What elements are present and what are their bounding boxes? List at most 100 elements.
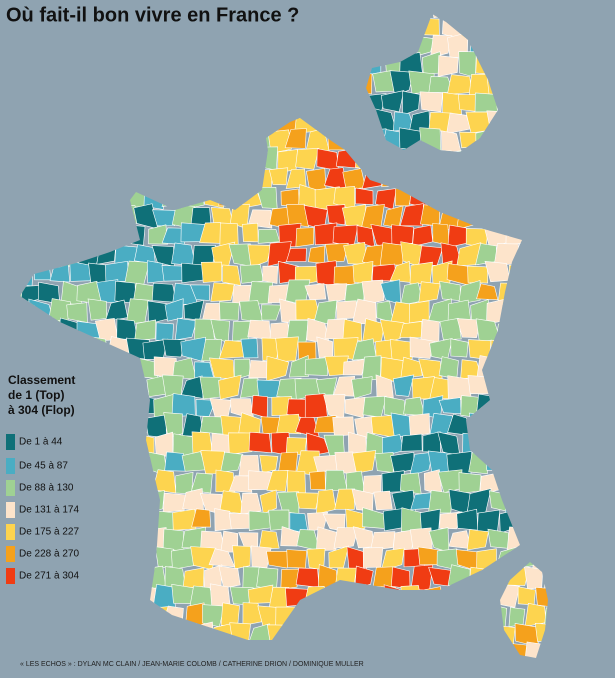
department xyxy=(20,146,35,171)
department xyxy=(114,165,135,191)
department xyxy=(534,398,548,416)
department xyxy=(371,33,394,59)
department xyxy=(546,150,548,170)
department xyxy=(20,168,42,191)
department xyxy=(59,625,80,647)
department xyxy=(389,70,414,97)
department xyxy=(218,565,241,589)
department xyxy=(542,14,548,21)
department xyxy=(48,604,72,629)
department xyxy=(259,489,277,515)
department xyxy=(0,190,15,208)
department xyxy=(536,51,548,76)
department xyxy=(182,642,207,658)
department xyxy=(400,433,423,452)
department xyxy=(458,472,482,494)
department xyxy=(412,224,434,247)
department xyxy=(534,622,548,642)
department xyxy=(408,149,433,171)
department xyxy=(97,203,120,230)
department xyxy=(182,71,204,97)
department xyxy=(134,244,156,265)
department xyxy=(317,564,338,590)
department xyxy=(0,109,16,132)
department xyxy=(467,375,490,394)
department xyxy=(551,243,574,266)
department xyxy=(506,526,529,553)
department xyxy=(361,14,385,37)
department xyxy=(303,54,329,77)
department xyxy=(335,148,358,169)
department xyxy=(87,189,106,210)
department xyxy=(213,89,232,114)
department xyxy=(583,492,604,512)
department xyxy=(248,431,272,454)
department xyxy=(523,375,547,399)
department xyxy=(170,53,198,73)
department xyxy=(561,491,584,513)
department xyxy=(95,90,120,112)
department xyxy=(123,224,146,246)
department xyxy=(571,400,594,420)
department xyxy=(571,281,592,301)
department xyxy=(448,602,471,627)
department xyxy=(535,587,548,608)
department xyxy=(334,567,357,590)
department xyxy=(238,412,261,435)
department xyxy=(20,205,43,225)
department xyxy=(20,301,36,325)
department xyxy=(323,15,349,34)
department xyxy=(612,585,615,606)
department xyxy=(261,304,282,321)
department xyxy=(494,51,520,75)
department xyxy=(402,90,421,116)
department xyxy=(601,147,615,170)
department xyxy=(48,415,74,438)
department xyxy=(333,14,359,21)
department xyxy=(361,165,382,190)
department xyxy=(240,492,262,515)
department xyxy=(116,318,138,340)
department xyxy=(441,166,463,190)
department xyxy=(532,661,554,678)
department xyxy=(446,74,472,95)
department xyxy=(152,623,175,647)
department xyxy=(365,589,384,608)
department xyxy=(493,243,520,266)
department xyxy=(181,262,205,284)
department xyxy=(524,641,548,658)
department xyxy=(531,545,548,571)
department xyxy=(266,550,292,569)
department xyxy=(601,340,615,361)
department xyxy=(171,132,198,152)
legend-label: De 271 à 304 xyxy=(19,571,79,582)
department xyxy=(592,54,613,73)
department xyxy=(173,623,198,647)
department xyxy=(531,130,548,151)
department xyxy=(343,625,362,645)
department xyxy=(361,626,386,643)
department xyxy=(484,453,511,471)
department xyxy=(315,489,337,515)
department xyxy=(218,339,245,359)
department xyxy=(280,526,302,547)
department xyxy=(522,452,548,474)
department xyxy=(563,642,580,663)
department xyxy=(209,131,232,151)
department xyxy=(457,171,482,192)
department xyxy=(494,14,516,35)
department xyxy=(468,452,489,475)
department xyxy=(468,73,491,96)
legend-label: De 175 à 227 xyxy=(19,527,79,538)
department xyxy=(332,34,359,59)
department xyxy=(50,146,73,169)
department xyxy=(59,588,83,610)
department xyxy=(506,299,525,322)
department xyxy=(190,52,216,75)
department xyxy=(342,168,366,190)
department xyxy=(333,527,359,549)
department xyxy=(96,242,117,265)
department xyxy=(523,151,548,169)
department xyxy=(605,377,615,399)
department xyxy=(221,38,244,58)
